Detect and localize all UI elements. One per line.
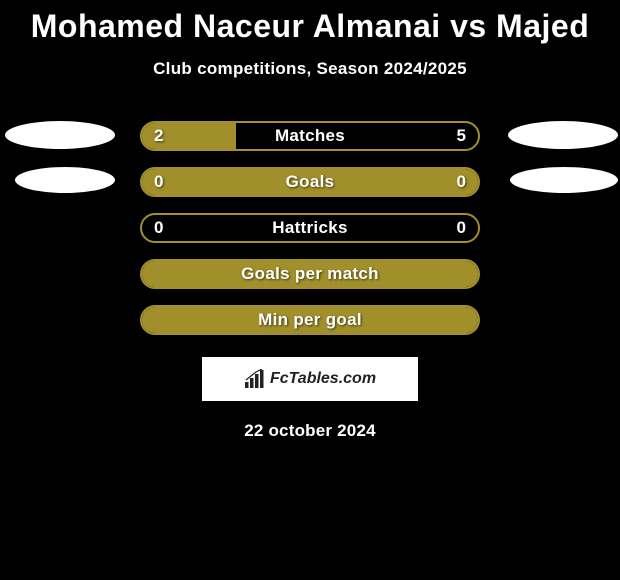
player-right-photo [510, 167, 618, 193]
stat-row-goals-per-match: Goals per match [0, 259, 620, 305]
player-right-photo [508, 121, 618, 149]
stat-label: Goals per match [142, 264, 478, 284]
stats-area: 2 Matches 5 0 Goals 0 0 Hattricks [0, 121, 620, 351]
stat-value-right: 5 [457, 126, 466, 146]
stat-label: Goals [142, 172, 478, 192]
stat-value-right: 0 [457, 172, 466, 192]
footer-date: 22 october 2024 [0, 421, 620, 441]
stat-row-matches: 2 Matches 5 [0, 121, 620, 167]
stat-bar: Min per goal [140, 305, 480, 335]
player-left-photo [15, 167, 115, 193]
stat-bar: 2 Matches 5 [140, 121, 480, 151]
stat-label: Min per goal [142, 310, 478, 330]
page-subtitle: Club competitions, Season 2024/2025 [0, 59, 620, 79]
stat-bar: Goals per match [140, 259, 480, 289]
page-title: Mohamed Naceur Almanai vs Majed [0, 8, 620, 45]
watermark-inner: FcTables.com [244, 369, 376, 389]
chart-icon [244, 369, 266, 389]
stat-row-hattricks: 0 Hattricks 0 [0, 213, 620, 259]
comparison-infographic: Mohamed Naceur Almanai vs Majed Club com… [0, 0, 620, 441]
player-left-photo [5, 121, 115, 149]
stat-row-min-per-goal: Min per goal [0, 305, 620, 351]
stat-value-right: 0 [457, 218, 466, 238]
stat-label: Matches [142, 126, 478, 146]
watermark: FcTables.com [202, 357, 418, 401]
stat-row-goals: 0 Goals 0 [0, 167, 620, 213]
stat-bar: 0 Goals 0 [140, 167, 480, 197]
watermark-text: FcTables.com [270, 370, 376, 388]
stat-label: Hattricks [142, 218, 478, 238]
stat-bar: 0 Hattricks 0 [140, 213, 480, 243]
